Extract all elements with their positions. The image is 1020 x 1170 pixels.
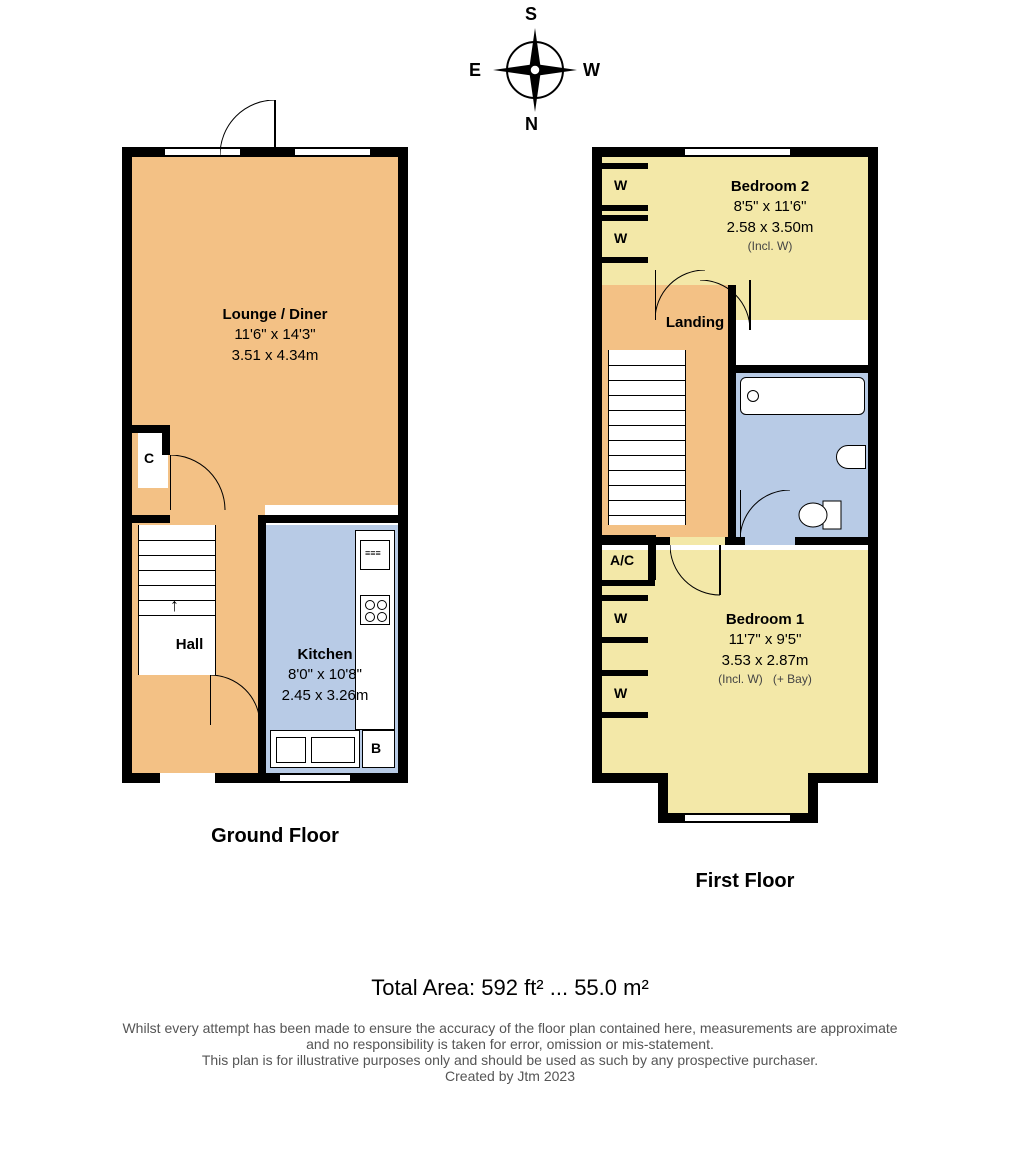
lounge-label: Lounge / Diner 11'6" x 14'3" 3.51 x 4.34… (205, 305, 345, 366)
compass-rose: S E W N (475, 10, 595, 130)
ground-floor-title: Ground Floor (200, 825, 350, 848)
window-icon (295, 147, 370, 157)
hall-label: Hall (162, 635, 217, 655)
stair-arrow-icon: ↑ (170, 595, 179, 616)
compass-s: S (525, 4, 537, 25)
basin-icon (836, 445, 866, 469)
compass-w: W (583, 60, 600, 81)
cupboard-c-label: C (144, 450, 154, 466)
compass-icon (475, 10, 595, 130)
wardrobe-label: W (614, 610, 627, 626)
window-icon (165, 147, 240, 157)
window-icon (280, 773, 350, 783)
kitchen-label: Kitchen 8'0" x 10'8" 2.45 x 3.26m (270, 645, 380, 706)
door-opening (160, 773, 215, 783)
compass-e: E (469, 60, 481, 81)
window-icon (685, 147, 790, 157)
ground-floor: ↑ C ≡≡≡ B (130, 155, 400, 815)
landing-label: Landing (655, 313, 735, 333)
ac-label: A/C (610, 552, 634, 568)
bedroom-2-label: Bedroom 2 8'5" x 11'6" 2.58 x 3.50m (Inc… (700, 177, 840, 254)
bedroom-1-label: Bedroom 1 11'7" x 9'5" 3.53 x 2.87m (Inc… (690, 610, 840, 687)
bathtub-icon (740, 377, 865, 415)
wardrobe-label: W (614, 230, 627, 246)
wardrobe-label: W (614, 177, 627, 193)
hob-icon (360, 595, 390, 625)
bay-window (665, 775, 810, 815)
kitchen-sink-icon (270, 730, 360, 768)
toilet-icon (795, 495, 845, 535)
boiler-b-label: B (371, 740, 381, 756)
disclaimer-text: Whilst every attempt has been made to en… (20, 1020, 1000, 1084)
window-icon (685, 813, 790, 823)
total-area-text: Total Area: 592 ft² ... 55.0 m² (0, 975, 1020, 1001)
compass-n: N (525, 114, 538, 135)
wardrobe-label: W (614, 685, 627, 701)
first-floor: W W A/C W W Bedroom 2 (600, 155, 870, 855)
oven-icon: ≡≡≡ (360, 540, 390, 570)
first-floor-title: First Floor (670, 870, 820, 893)
